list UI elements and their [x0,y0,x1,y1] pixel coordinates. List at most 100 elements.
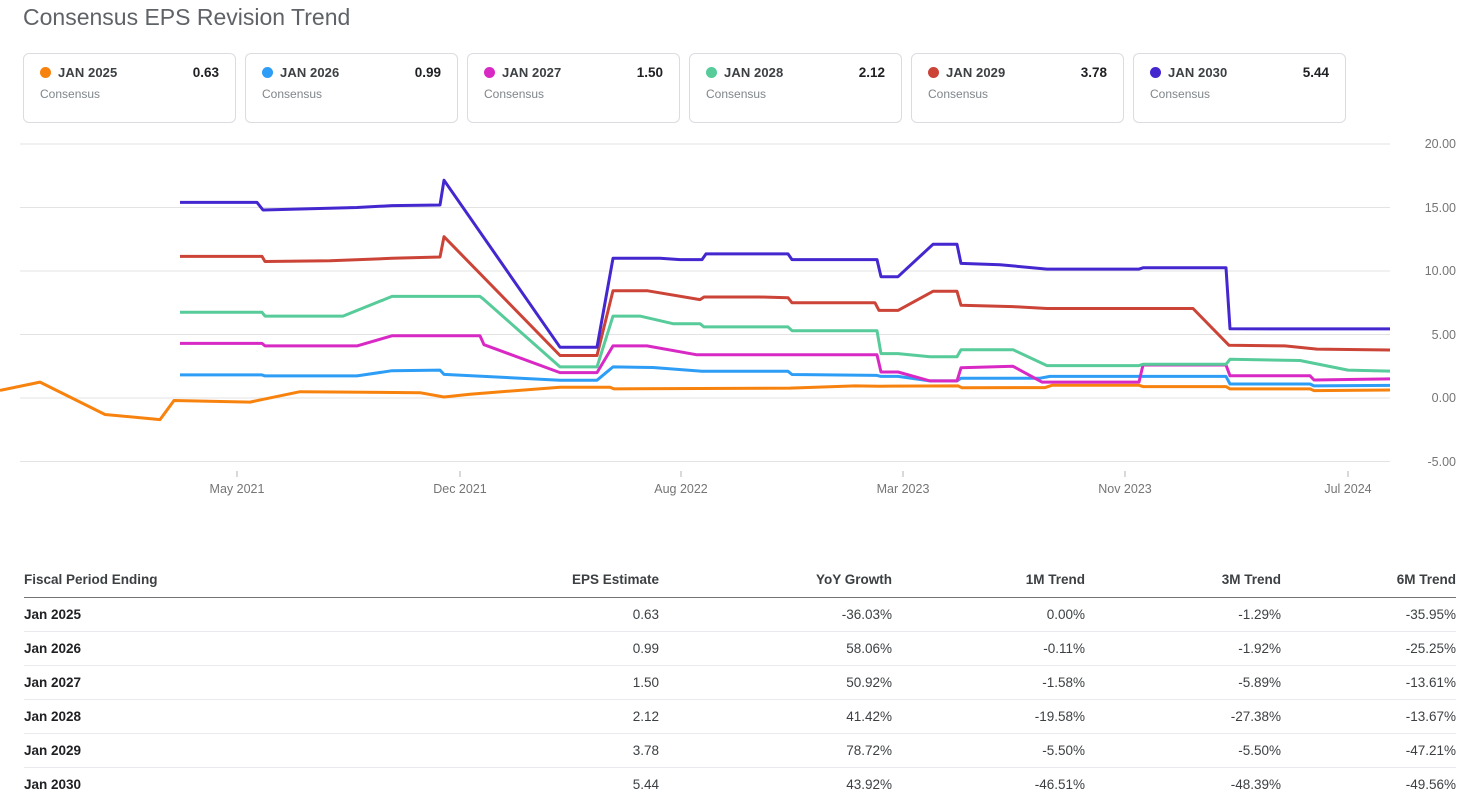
series-line-jan-2030-consensus [180,178,1390,349]
x-axis-label: Mar 2023 [876,482,930,496]
legend-card-jan-2025[interactable]: JAN 2025 0.63 Consensus [23,53,236,123]
column-header-6m-trend: 6M Trend [1281,566,1456,598]
legend-card-sublabel: Consensus [484,87,545,101]
m3-trend-cell: -1.92% [1085,631,1281,666]
x-axis-label: Jul 2024 [1324,482,1372,496]
table-row: Jan 2026 0.99 58.06% -0.11% -1.92% -25.25% [24,631,1456,666]
fiscal-period-cell: Jan 2028 [24,699,380,734]
m3-trend-cell: -5.50% [1085,733,1281,768]
m6-trend-cell: -13.61% [1281,665,1456,700]
legend-card-label: JAN 2028 [724,65,784,80]
column-header-eps-estimate: EPS Estimate [380,566,659,598]
legend-card-jan-2027[interactable]: JAN 2027 1.50 Consensus [467,53,680,123]
legend-row: JAN 2025 0.63 Consensus JAN 2026 0.99 Consens… [23,53,1484,123]
estimates-table-header-row: Fiscal Period Ending EPS Estimate YoY Grow… [24,566,1456,598]
legend-card-value: 0.99 [414,65,441,80]
series-color-dot [706,67,717,78]
m3-trend-cell: -27.38% [1085,699,1281,734]
legend-card-jan-2028[interactable]: JAN 2028 2.12 Consensus [689,53,902,123]
fiscal-period-cell: Jan 2029 [24,733,380,768]
y-axis-label: -5.00 [1427,455,1457,469]
legend-card-top: JAN 2030 5.44 [1150,64,1329,81]
yoy-growth-cell: 58.06% [659,631,892,666]
legend-card-value: 5.44 [1302,65,1329,80]
eps-trend-chart: 20.00 15.00 10.00 5.00 0.00 -5.00 May 2021 Dec … [0,136,1484,503]
column-header-yoy-growth: YoY Growth [659,566,892,598]
series-color-dot [262,67,273,78]
m1-trend-cell: -5.50% [892,733,1085,768]
series-color-dot [40,67,51,78]
legend-card-label: JAN 2026 [280,65,340,80]
yoy-growth-cell: -36.03% [659,597,892,632]
legend-card-value: 1.50 [636,65,663,80]
legend-card-value: 3.78 [1080,65,1107,80]
legend-card-label: JAN 2027 [502,65,562,80]
column-header-fiscal-period-ending: Fiscal Period Ending [24,566,380,598]
y-axis-label: 15.00 [1424,201,1456,215]
eps-estimate-cell: 0.99 [380,631,659,666]
y-axis-label: 0.00 [1431,391,1456,405]
m6-trend-cell: -49.56% [1281,767,1456,791]
eps-estimate-cell: 2.12 [380,699,659,734]
yoy-growth-cell: 43.92% [659,767,892,791]
eps-estimate-cell: 3.78 [380,733,659,768]
m6-trend-cell: -25.25% [1281,631,1456,666]
estimates-table-section: Fiscal Period Ending EPS Estimate YoY Grow… [24,566,1456,791]
table-row: Jan 2025 0.63 -36.03% 0.00% -1.29% -35.95% [24,597,1456,632]
yoy-growth-cell: 41.42% [659,699,892,734]
eps-trend-chart-canvas [0,143,1390,477]
table-row: Jan 2030 5.44 43.92% -46.51% -48.39% -49.56% [24,767,1456,791]
table-row: Jan 2029 3.78 78.72% -5.50% -5.50% -47.21% [24,733,1456,768]
series-color-dot [484,67,495,78]
m6-trend-cell: -35.95% [1281,597,1456,632]
legend-card-value: 2.12 [858,65,885,80]
fiscal-period-cell: Jan 2026 [24,631,380,666]
fiscal-period-cell: Jan 2025 [24,597,380,632]
m6-trend-cell: -47.21% [1281,733,1456,768]
y-axis-label: 5.00 [1431,328,1456,342]
yoy-growth-cell: 50.92% [659,665,892,700]
x-axis-label: Dec 2021 [433,482,487,496]
legend-card-jan-2030[interactable]: JAN 2030 5.44 Consensus [1133,53,1346,123]
x-axis-label: Nov 2023 [1098,482,1152,496]
m3-trend-cell: -48.39% [1085,767,1281,791]
y-axis-label: 10.00 [1424,264,1456,278]
legend-card-jan-2029[interactable]: JAN 2029 3.78 Consensus [911,53,1124,123]
eps-estimate-cell: 1.50 [380,665,659,700]
legend-card-top: JAN 2029 3.78 [928,64,1107,81]
fiscal-period-cell: Jan 2030 [24,767,380,791]
x-axis-label: Aug 2022 [654,482,708,496]
legend-card-top: JAN 2027 1.50 [484,64,663,81]
table-row: Jan 2027 1.50 50.92% -1.58% -5.89% -13.61% [24,665,1456,700]
estimates-table: Fiscal Period Ending EPS Estimate YoY Grow… [24,566,1456,791]
series-color-dot [928,67,939,78]
legend-card-sublabel: Consensus [928,87,989,101]
legend-card-sublabel: Consensus [40,87,101,101]
m1-trend-cell: -1.58% [892,665,1085,700]
series-line-jan-2028-consensus [180,294,1390,373]
column-header-1m-trend: 1M Trend [892,566,1085,598]
legend-card-top: JAN 2025 0.63 [40,64,219,81]
column-header-3m-trend: 3M Trend [1085,566,1281,598]
m1-trend-cell: 0.00% [892,597,1085,632]
legend-card-top: JAN 2026 0.99 [262,64,441,81]
legend-card-sublabel: Consensus [1150,87,1211,101]
fiscal-period-cell: Jan 2027 [24,665,380,700]
legend-card-value: 0.63 [192,65,219,80]
m1-trend-cell: -0.11% [892,631,1085,666]
m1-trend-cell: -19.58% [892,699,1085,734]
legend-card-label: JAN 2029 [946,65,1006,80]
legend-card-top: JAN 2028 2.12 [706,64,885,81]
eps-estimate-cell: 5.44 [380,767,659,791]
series-line-jan-2029-consensus [180,235,1390,357]
m1-trend-cell: -46.51% [892,767,1085,791]
x-axis-label: May 2021 [209,482,265,496]
y-axis-label: 20.00 [1424,137,1456,151]
m3-trend-cell: -5.89% [1085,665,1281,700]
yoy-growth-cell: 78.72% [659,733,892,768]
legend-card-sublabel: Consensus [706,87,767,101]
table-row: Jan 2028 2.12 41.42% -19.58% -27.38% -13.67% [24,699,1456,734]
legend-card-jan-2026[interactable]: JAN 2026 0.99 Consensus [245,53,458,123]
legend-card-sublabel: Consensus [262,87,323,101]
page-title: Consensus EPS Revision Trend [23,4,351,30]
